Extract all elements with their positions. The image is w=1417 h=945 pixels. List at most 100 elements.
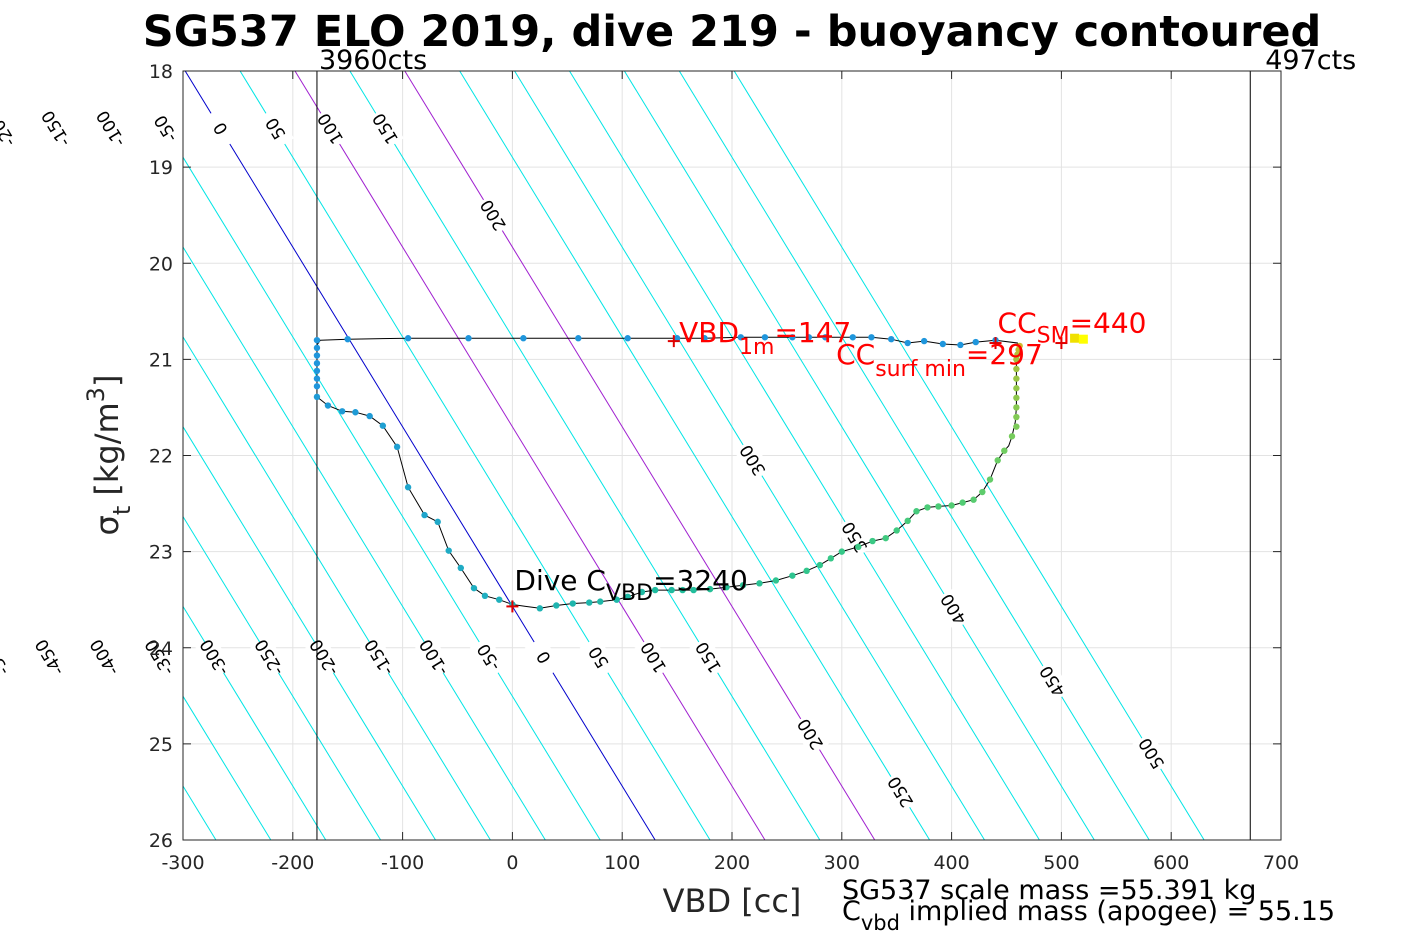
data-point	[1014, 351, 1021, 358]
x-tick-label: -100	[381, 852, 424, 874]
data-point	[855, 543, 862, 551]
data-point	[1013, 375, 1020, 382]
data-point	[972, 338, 979, 346]
contour-label-bg	[634, 636, 673, 679]
data-point	[624, 593, 631, 601]
data-point	[920, 337, 928, 345]
y-tick-label: 25	[149, 734, 173, 756]
y-tick-label: 26	[149, 830, 173, 852]
contour-line	[183, 335, 491, 840]
cc-sm-annotation: CCSM=440	[998, 306, 1147, 348]
y-tick-label: 19	[149, 157, 173, 179]
data-point	[789, 572, 796, 579]
data-point	[970, 496, 977, 503]
data-point	[404, 484, 412, 491]
contour-line	[678, 71, 1150, 840]
data-point	[586, 599, 593, 606]
data-point	[803, 567, 810, 575]
data-point	[465, 335, 472, 342]
data-point	[737, 334, 744, 341]
contour-label-bg	[414, 636, 453, 679]
data-point	[1013, 413, 1020, 421]
data-point	[822, 334, 829, 341]
data-point	[553, 602, 560, 609]
data-point	[904, 517, 911, 525]
y-tick-label: 23	[149, 542, 173, 564]
data-point	[849, 334, 856, 341]
surface-point	[1070, 333, 1080, 343]
data-point	[888, 335, 895, 343]
contour-label-bg	[469, 636, 508, 679]
data-point	[957, 341, 964, 349]
data-point	[313, 393, 321, 401]
data-point	[1013, 356, 1020, 363]
contour-line	[183, 425, 436, 840]
data-point	[761, 334, 769, 341]
x-tick-label: 0	[506, 852, 518, 874]
contour-label-bg	[791, 713, 829, 756]
axis-ticks: -300 -200 -100 0 100 200 300 400 500 600 700 18 19 20…	[149, 61, 1299, 874]
data-point	[520, 335, 527, 342]
data-point	[668, 586, 675, 594]
dive-cvbd-marker	[506, 600, 519, 613]
data-point	[772, 577, 780, 584]
implied-mass-text: Cvbd implied mass (apogee) = 55.15	[842, 896, 1335, 935]
contour-label-bg	[366, 107, 404, 150]
data-point	[339, 408, 346, 415]
data-point	[404, 335, 412, 342]
y-tick-label: 24	[149, 638, 173, 660]
x-tick-label: 700	[1263, 852, 1299, 874]
y-axis-label: σt [kg/m3]	[82, 375, 136, 536]
data-point	[366, 412, 373, 420]
y-tick-label: 18	[149, 61, 173, 83]
data-point	[1013, 365, 1020, 373]
y-tick-label: 22	[149, 446, 173, 468]
data-point	[445, 547, 452, 554]
buoyancy-contours	[183, 71, 1205, 840]
contour-label-bg	[360, 636, 398, 679]
data-point	[1008, 433, 1016, 440]
contour-line	[349, 71, 821, 840]
data-point	[352, 409, 359, 416]
contour-line	[239, 71, 711, 840]
scale-mass-text: SG537 scale mass =55.391 kg	[842, 875, 1256, 906]
contour-line	[733, 71, 1205, 840]
data-point	[313, 375, 321, 382]
data-point	[739, 582, 747, 589]
data-point	[706, 585, 714, 593]
data-point	[457, 564, 464, 572]
data-point	[496, 596, 503, 603]
data-point	[313, 336, 321, 344]
vbd-1m-annotation: VBD1m=147	[679, 316, 851, 360]
contour-line	[569, 71, 1040, 840]
contour-label-bg	[0, 636, 14, 679]
data-point	[939, 340, 947, 348]
data-point	[1016, 342, 1023, 350]
data-point	[421, 511, 428, 519]
data-point	[481, 592, 489, 600]
data-point	[723, 583, 730, 591]
contour-label-bg	[85, 636, 124, 679]
chart-title: SG537 ELO 2019, dive 219 - buoyancy cont…	[143, 7, 1322, 57]
y-tick-label: 20	[149, 253, 173, 275]
surface-point	[1078, 334, 1088, 344]
data-point	[313, 360, 321, 367]
x-tick-label: -300	[161, 852, 204, 874]
data-point	[613, 596, 620, 603]
contour-line	[183, 246, 546, 840]
contour-label-bg	[36, 107, 75, 150]
x-axis-label: VBD [cc]	[663, 882, 802, 920]
x-tick-label: -200	[271, 852, 314, 874]
cc-sm-marker	[1055, 337, 1068, 350]
data-point	[869, 537, 876, 545]
contour-label-bg	[146, 107, 185, 150]
data-point	[324, 402, 332, 409]
data-point	[827, 555, 835, 562]
data-point	[948, 502, 955, 509]
data-point	[597, 598, 604, 605]
contour-label-bg	[256, 107, 295, 150]
data-point	[868, 334, 875, 341]
contour-label-bg	[881, 770, 920, 814]
data-point	[893, 527, 900, 534]
data-point	[313, 383, 321, 390]
